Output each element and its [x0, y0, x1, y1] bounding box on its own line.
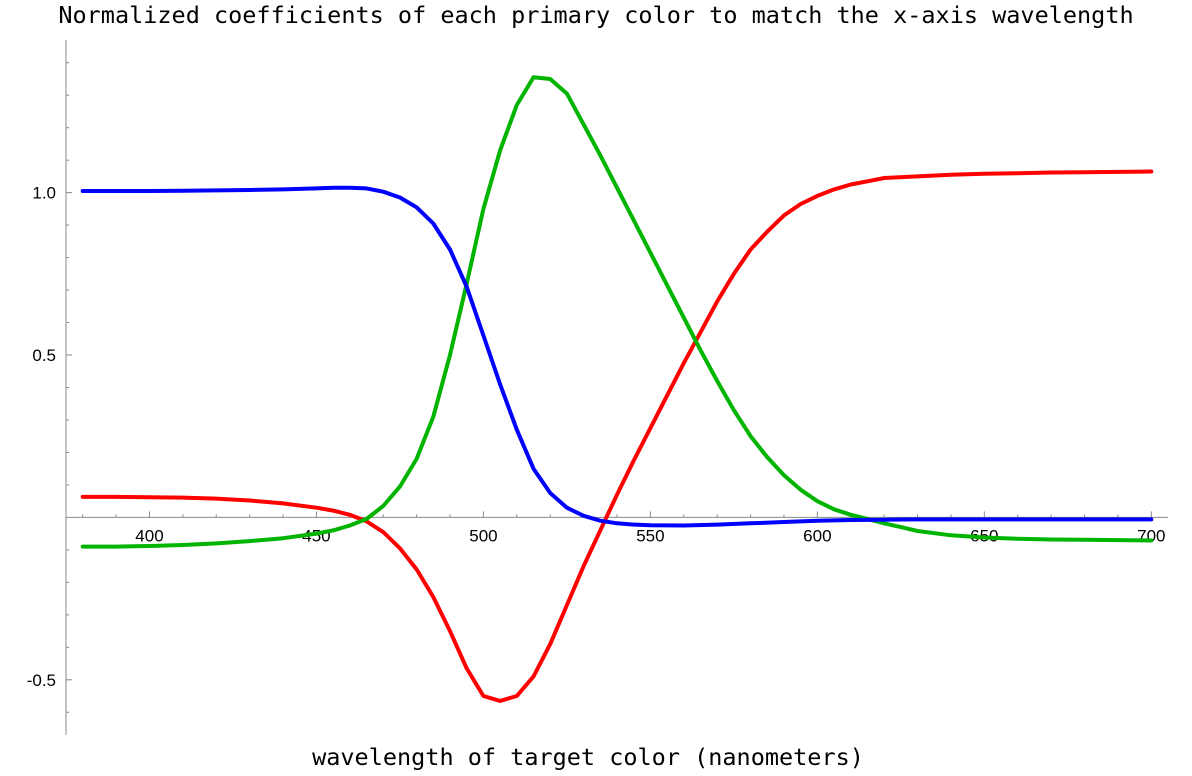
x-tick-label: 550 [636, 526, 664, 545]
y-tick-label: 1.0 [32, 184, 56, 203]
y-tick-label: 0.5 [32, 346, 56, 365]
x-tick-label: 400 [135, 526, 163, 545]
chart-title: Normalized coefficients of each primary … [58, 1, 1134, 29]
x-tick-label: 500 [469, 526, 497, 545]
y-tick-label: -0.5 [27, 671, 56, 690]
red-series-line [80, 169, 1154, 703]
green-series-line [80, 75, 1154, 549]
x-tick-label: 600 [803, 526, 831, 545]
x-tick-label: 700 [1137, 526, 1165, 545]
blue-series-line [80, 185, 1154, 528]
x-axis-label: wavelength of target color (nanometers) [312, 743, 864, 771]
y-axis: -0.5 0.5 1.0 [27, 40, 72, 735]
x-axis: 400 450 500 550 600 650 700 [66, 511, 1168, 545]
series-layer [80, 75, 1154, 703]
